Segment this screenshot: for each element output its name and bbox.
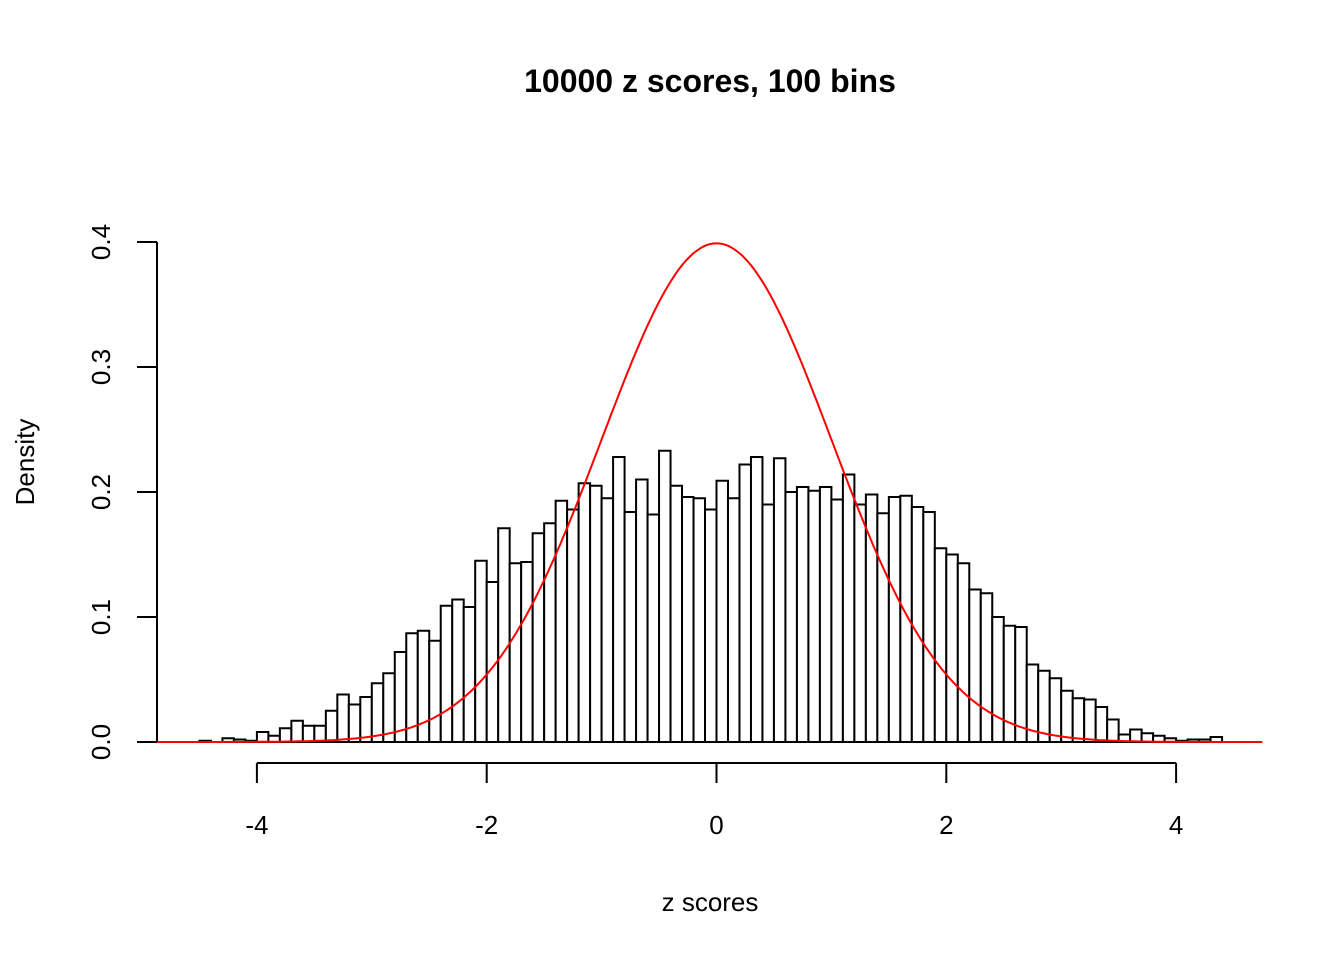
histogram-bar xyxy=(554,499,569,743)
x-tick-label: 2 xyxy=(939,810,953,840)
histogram-bar xyxy=(359,696,373,743)
histogram-bar xyxy=(692,497,707,743)
x-tick-label: 4 xyxy=(1169,810,1183,840)
x-tick-label: 0 xyxy=(709,810,723,840)
histogram-bar xyxy=(1048,677,1063,743)
histogram-bar xyxy=(623,511,638,743)
y-tick-label: 0.2 xyxy=(86,474,116,510)
histogram-bar xyxy=(370,682,385,743)
histogram-bar xyxy=(899,494,913,743)
histogram-bar xyxy=(818,486,833,743)
histogram-bar xyxy=(439,604,454,743)
histogram-bar xyxy=(922,511,936,743)
histogram-bar xyxy=(301,724,316,743)
y-tick-label: 0.1 xyxy=(86,599,116,635)
histogram-bar xyxy=(1129,728,1143,743)
histogram-bar xyxy=(658,449,672,743)
histogram-bar xyxy=(324,709,339,743)
histogram-bar xyxy=(577,482,592,743)
y-axis-title: Density xyxy=(10,419,40,506)
histogram-bar xyxy=(761,503,775,743)
histogram-bar xyxy=(278,727,293,743)
histogram-bar xyxy=(428,639,442,743)
y-tick-label: 0.0 xyxy=(86,724,116,760)
histogram-bar xyxy=(704,508,718,743)
y-tick-label: 0.4 xyxy=(86,224,116,260)
histogram-bar xyxy=(956,562,971,743)
histogram-bar xyxy=(1071,697,1086,743)
histogram-bar xyxy=(1083,698,1097,743)
y-tick-label: 0.3 xyxy=(86,349,116,385)
histogram-bar xyxy=(635,478,649,743)
histogram-bar xyxy=(681,496,695,743)
histogram-bar xyxy=(451,598,465,743)
x-tick-label: -4 xyxy=(245,810,268,840)
histogram-bar xyxy=(497,527,511,743)
histogram-bar xyxy=(566,508,580,743)
histogram-bar xyxy=(336,693,350,743)
histogram-bar xyxy=(876,512,890,743)
histogram-bar xyxy=(462,606,477,743)
histogram-bar xyxy=(841,473,856,743)
histogram-bar xyxy=(715,479,729,743)
histogram-bar xyxy=(589,484,603,743)
histogram-bar xyxy=(290,719,304,743)
histogram-bar xyxy=(968,588,982,743)
x-axis-title: z scores xyxy=(662,887,759,917)
histogram-bar xyxy=(933,547,948,743)
x-axis: -4 -2 0 2 4 xyxy=(245,762,1183,840)
histogram-bar xyxy=(945,553,959,743)
histogram-bar xyxy=(1106,718,1120,743)
x-tick-label: -2 xyxy=(475,810,498,840)
histogram-bar xyxy=(531,532,546,743)
histogram-bar xyxy=(1037,669,1051,743)
histogram-bar xyxy=(474,559,488,743)
histogram-bar xyxy=(1060,689,1074,743)
bars-group xyxy=(198,449,1224,743)
histogram-bar xyxy=(1094,706,1109,743)
histogram-bar xyxy=(887,496,902,743)
histogram-bar xyxy=(543,522,557,743)
histogram-bar xyxy=(749,456,764,743)
normal-density-curve xyxy=(156,242,1263,743)
histogram-bar xyxy=(612,456,626,743)
histogram-bar xyxy=(646,513,661,743)
histogram-bar xyxy=(520,561,534,743)
y-axis: 0.0 0.1 0.2 0.3 0.4 xyxy=(86,224,158,760)
histogram-bar xyxy=(979,592,994,743)
histogram-bar xyxy=(784,491,798,743)
histogram-bar xyxy=(600,497,615,743)
histogram-bar xyxy=(991,616,1005,743)
histogram-bar xyxy=(807,489,821,743)
histogram-bar xyxy=(910,506,925,743)
histogram-bar xyxy=(795,486,810,743)
histogram-bar xyxy=(347,703,362,743)
histogram-bar xyxy=(255,731,270,743)
histogram-bar xyxy=(669,484,684,743)
histogram-bar xyxy=(853,503,867,743)
histogram-bar xyxy=(738,463,752,743)
histogram-bar xyxy=(508,562,523,743)
histogram-bar xyxy=(830,498,844,743)
histogram-bar xyxy=(726,497,741,743)
histogram-bar xyxy=(772,457,787,743)
chart-title: 10000 z scores, 100 bins xyxy=(524,63,896,99)
